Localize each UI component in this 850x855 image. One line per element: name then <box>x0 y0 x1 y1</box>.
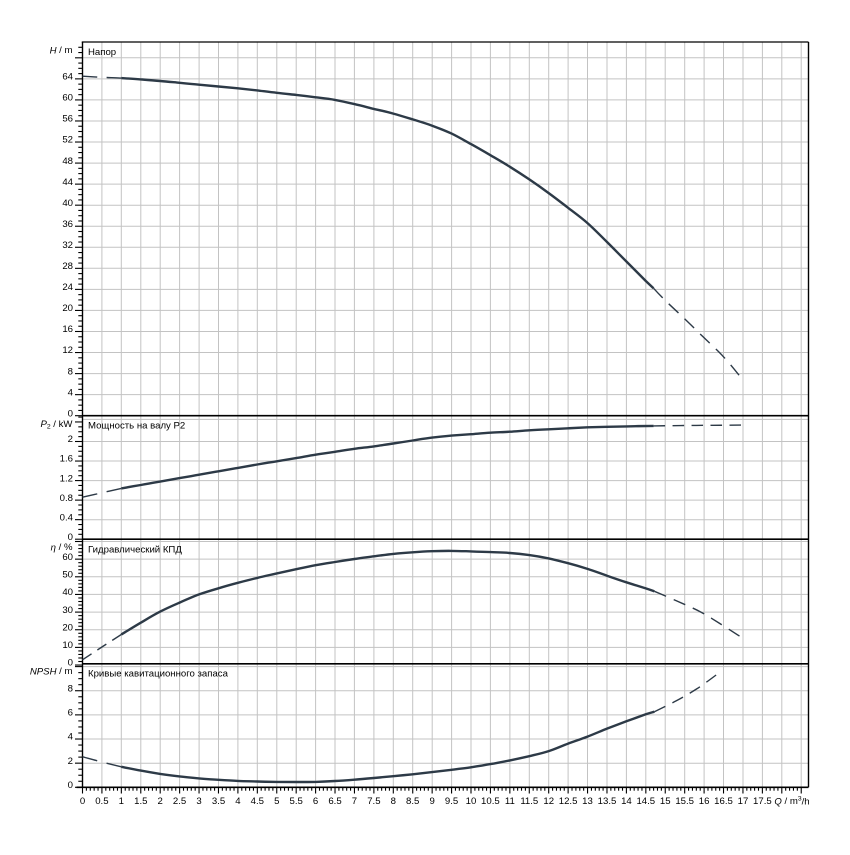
svg-text:Напор: Напор <box>88 47 116 58</box>
svg-text:12.5: 12.5 <box>559 796 578 807</box>
svg-text:48: 48 <box>62 156 73 167</box>
svg-text:0: 0 <box>68 408 73 419</box>
svg-text:13: 13 <box>582 796 593 807</box>
svg-text:6.5: 6.5 <box>328 796 341 807</box>
svg-text:2.5: 2.5 <box>173 796 186 807</box>
svg-text:11.5: 11.5 <box>520 796 538 807</box>
svg-text:Q / m3/h: Q / m3/h <box>774 795 809 807</box>
svg-text:50: 50 <box>62 570 73 581</box>
svg-text:24: 24 <box>62 282 73 293</box>
svg-text:6: 6 <box>68 708 73 719</box>
svg-text:56: 56 <box>62 114 73 125</box>
svg-text:Кривые кавитационного запаса: Кривые кавитационного запаса <box>88 668 229 679</box>
svg-text:10.5: 10.5 <box>481 796 500 807</box>
svg-text:52: 52 <box>62 135 73 146</box>
svg-text:15: 15 <box>660 796 671 807</box>
svg-text:17: 17 <box>738 796 749 807</box>
svg-text:8: 8 <box>391 796 396 807</box>
svg-text:4.5: 4.5 <box>251 796 264 807</box>
svg-text:40: 40 <box>62 198 73 209</box>
svg-text:20: 20 <box>62 623 73 634</box>
svg-text:10: 10 <box>466 796 477 807</box>
svg-text:H / m: H / m <box>50 45 73 56</box>
svg-text:0: 0 <box>68 532 73 543</box>
svg-text:η / %: η / % <box>51 542 73 553</box>
svg-text:44: 44 <box>62 177 73 188</box>
svg-text:0: 0 <box>80 796 85 807</box>
svg-text:0.4: 0.4 <box>60 512 74 523</box>
svg-text:11: 11 <box>505 796 515 807</box>
svg-text:8: 8 <box>68 683 73 694</box>
svg-text:40: 40 <box>62 587 73 598</box>
svg-text:2: 2 <box>68 434 73 445</box>
svg-text:10: 10 <box>62 640 73 651</box>
svg-text:60: 60 <box>62 552 73 563</box>
svg-text:28: 28 <box>62 261 73 272</box>
svg-text:3: 3 <box>196 796 201 807</box>
svg-text:30: 30 <box>62 605 73 616</box>
svg-text:1.5: 1.5 <box>134 796 147 807</box>
svg-text:3.5: 3.5 <box>212 796 225 807</box>
svg-text:2: 2 <box>158 796 163 807</box>
svg-text:8.5: 8.5 <box>406 796 419 807</box>
svg-text:20: 20 <box>62 303 73 314</box>
svg-text:0: 0 <box>68 658 73 669</box>
svg-text:6: 6 <box>313 796 318 807</box>
svg-text:2: 2 <box>68 756 73 767</box>
svg-text:17.5: 17.5 <box>753 796 772 807</box>
svg-text:60: 60 <box>62 93 73 104</box>
svg-text:14: 14 <box>621 796 632 807</box>
svg-text:4: 4 <box>68 387 74 398</box>
svg-text:7: 7 <box>352 796 357 807</box>
svg-text:14.5: 14.5 <box>636 796 655 807</box>
svg-text:36: 36 <box>62 219 73 230</box>
svg-text:13.5: 13.5 <box>598 796 617 807</box>
svg-text:15.5: 15.5 <box>675 796 694 807</box>
svg-text:0: 0 <box>68 780 73 791</box>
svg-text:1: 1 <box>119 796 124 807</box>
svg-text:64: 64 <box>62 72 73 83</box>
svg-text:5.5: 5.5 <box>290 796 303 807</box>
svg-text:4: 4 <box>68 732 74 743</box>
svg-text:0.5: 0.5 <box>95 796 108 807</box>
svg-text:Гидравлический КПД: Гидравлический КПД <box>88 544 182 555</box>
svg-text:Мощность на валу P2: Мощность на валу P2 <box>88 421 185 432</box>
svg-text:32: 32 <box>62 240 73 251</box>
svg-text:5: 5 <box>274 796 279 807</box>
svg-text:12: 12 <box>543 796 554 807</box>
svg-text:16.5: 16.5 <box>714 796 733 807</box>
svg-text:1.6: 1.6 <box>60 454 73 465</box>
svg-text:8: 8 <box>68 366 73 377</box>
svg-text:0.8: 0.8 <box>60 493 73 504</box>
svg-text:NPSH / m: NPSH / m <box>30 666 73 677</box>
svg-text:9: 9 <box>430 796 435 807</box>
svg-text:1.2: 1.2 <box>60 473 73 484</box>
svg-text:4: 4 <box>235 796 241 807</box>
svg-text:16: 16 <box>62 324 73 335</box>
svg-text:P2 / kW: P2 / kW <box>40 419 73 431</box>
svg-text:9.5: 9.5 <box>445 796 458 807</box>
svg-text:16: 16 <box>699 796 710 807</box>
svg-text:12: 12 <box>62 345 73 356</box>
svg-text:7.5: 7.5 <box>367 796 380 807</box>
